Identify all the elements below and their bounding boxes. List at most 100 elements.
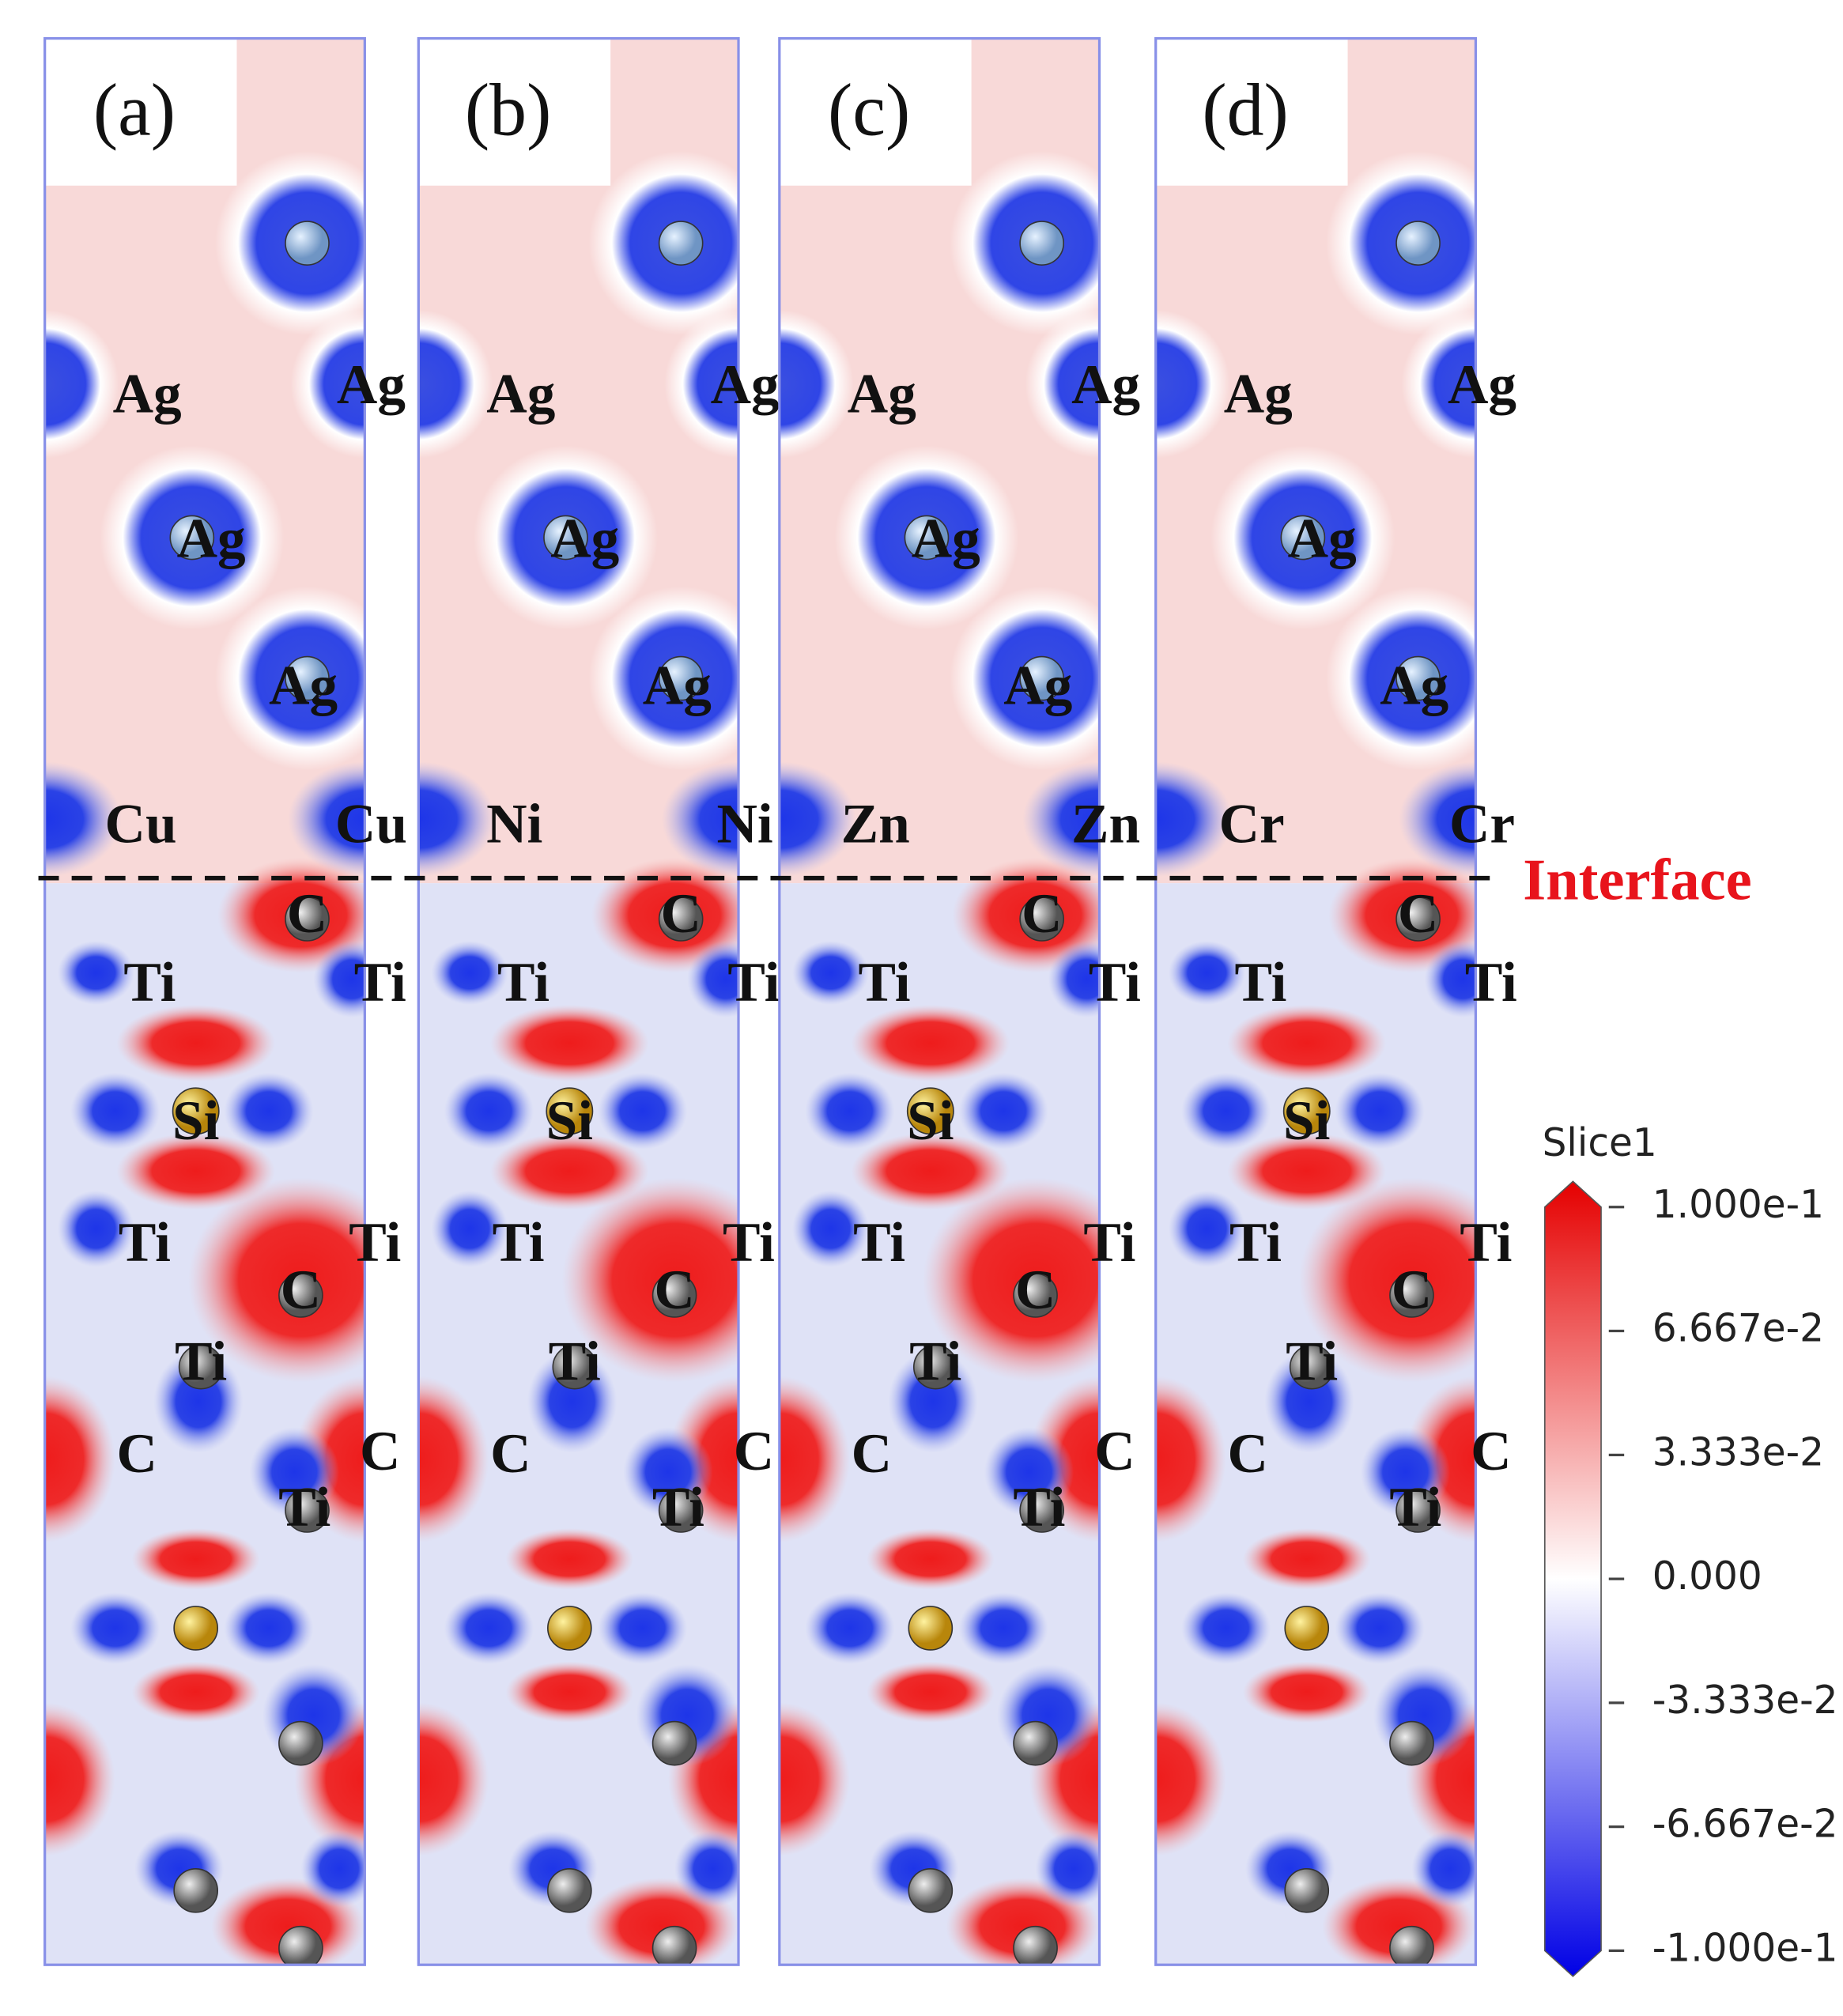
atom-label: Si [1283, 1090, 1330, 1152]
accumulation [44, 1702, 115, 1856]
atom-label: Cr [1449, 793, 1515, 855]
depletion [444, 1072, 534, 1150]
atom-sphere [1284, 1606, 1330, 1651]
depletion [431, 1190, 508, 1267]
atom-label: Cu [335, 793, 407, 855]
atom-sphere [651, 1925, 697, 1965]
atom-sphere [651, 1273, 697, 1318]
colorbar-tick-label: 6.667e-2 [1652, 1307, 1824, 1351]
atom-label: Ag [177, 508, 246, 569]
atom-label: C [1228, 1423, 1268, 1485]
atom-sphere [172, 1087, 220, 1135]
atom-sphere [285, 655, 330, 701]
accumulation [418, 1702, 489, 1856]
depletion [1399, 761, 1476, 878]
depletion [431, 941, 508, 1005]
atom-label: C [287, 883, 327, 945]
atom-label: C [1015, 1259, 1056, 1321]
atom-sphere [546, 1087, 594, 1135]
atom-sphere [904, 515, 950, 561]
accumulation [1155, 1702, 1226, 1856]
accumulation [779, 1702, 850, 1856]
atom-sphere [1280, 515, 1326, 561]
depletion [1335, 1072, 1425, 1150]
atom-label: Ti [549, 1331, 601, 1392]
depletion-ring [44, 309, 119, 459]
depletion [1168, 941, 1246, 1005]
atom-label: Ni [717, 793, 773, 855]
accumulation [923, 1177, 1100, 1383]
depletion [958, 1072, 1048, 1150]
colorbar-tick-label: -3.333e-2 [1652, 1678, 1838, 1723]
depletion-ring [290, 309, 365, 459]
atom-sphere [552, 1344, 598, 1390]
atom-sphere [1019, 655, 1064, 701]
depletion [792, 1190, 870, 1267]
atom-label: Ti [175, 1331, 227, 1392]
atom-label: Cu [105, 793, 177, 855]
panel-frame [1154, 36, 1478, 1966]
depletion [1048, 941, 1100, 1018]
atom-label: Ag [486, 363, 555, 425]
panel [1155, 38, 1476, 1965]
depletion [444, 1592, 534, 1664]
accumulation [866, 1528, 995, 1590]
label-box [779, 38, 972, 186]
atom-sphere [1013, 1273, 1058, 1318]
depletion [1181, 1592, 1271, 1664]
atom-label: Ag [1003, 655, 1072, 717]
atom-sphere [1395, 655, 1441, 701]
panel [779, 38, 1100, 1965]
atom-label: Ti [493, 1212, 545, 1274]
atom-label: C [490, 1423, 531, 1485]
depletion [805, 1072, 895, 1150]
atom-sphere [285, 1488, 330, 1533]
depletion [1411, 1830, 1476, 1908]
depletion-ring [1401, 309, 1476, 459]
colorbar-tick-label: 0.000 [1652, 1554, 1762, 1599]
atom-label: Zn [1071, 793, 1140, 855]
atom-label: Ag [1071, 354, 1140, 416]
panel-label: (d) [1202, 69, 1288, 151]
atom-label: Ag [113, 363, 182, 425]
atom-label: Ag [337, 354, 406, 416]
atom-sphere [173, 1606, 218, 1651]
accumulation [187, 1177, 365, 1383]
atom-sphere [1395, 221, 1441, 266]
atom-sphere [543, 515, 588, 561]
atom-label: C [116, 1423, 157, 1485]
accumulation [131, 1661, 260, 1723]
atom-label: C [281, 1259, 321, 1321]
atom-sphere [285, 221, 330, 266]
atom-label: Ag [643, 655, 712, 717]
atom-label: Ag [1288, 508, 1357, 569]
panel-label: (a) [93, 69, 176, 151]
depletion [418, 761, 496, 878]
accumulation [1227, 1132, 1387, 1210]
accumulation [851, 1004, 1010, 1082]
atom-sphere [547, 1606, 592, 1651]
depletion [779, 761, 856, 878]
atom-sphere [1289, 1344, 1335, 1390]
atom-label: C [734, 1421, 774, 1482]
accumulation [131, 1528, 260, 1590]
atom-label: C [654, 1259, 694, 1321]
atom-label: Ti [727, 952, 780, 1014]
atom-sphere [908, 1606, 954, 1651]
atom-label: Ti [354, 952, 406, 1014]
atom-label: Ti [278, 1477, 330, 1538]
panel-label: (b) [465, 69, 551, 151]
atom-label: Ti [853, 1212, 905, 1274]
accumulation [116, 1004, 276, 1082]
atom-label: Cr [1219, 793, 1285, 855]
colorbar [1544, 1180, 1602, 1977]
accumulation [1155, 1376, 1226, 1542]
label-box [418, 38, 611, 186]
depletion-ring [1155, 309, 1230, 459]
depletion [288, 761, 365, 878]
colorbar-title: Slice1 [1543, 1121, 1657, 1165]
accumulation [561, 1177, 739, 1383]
label-box [1155, 38, 1348, 186]
atom-sphere [651, 1720, 697, 1766]
